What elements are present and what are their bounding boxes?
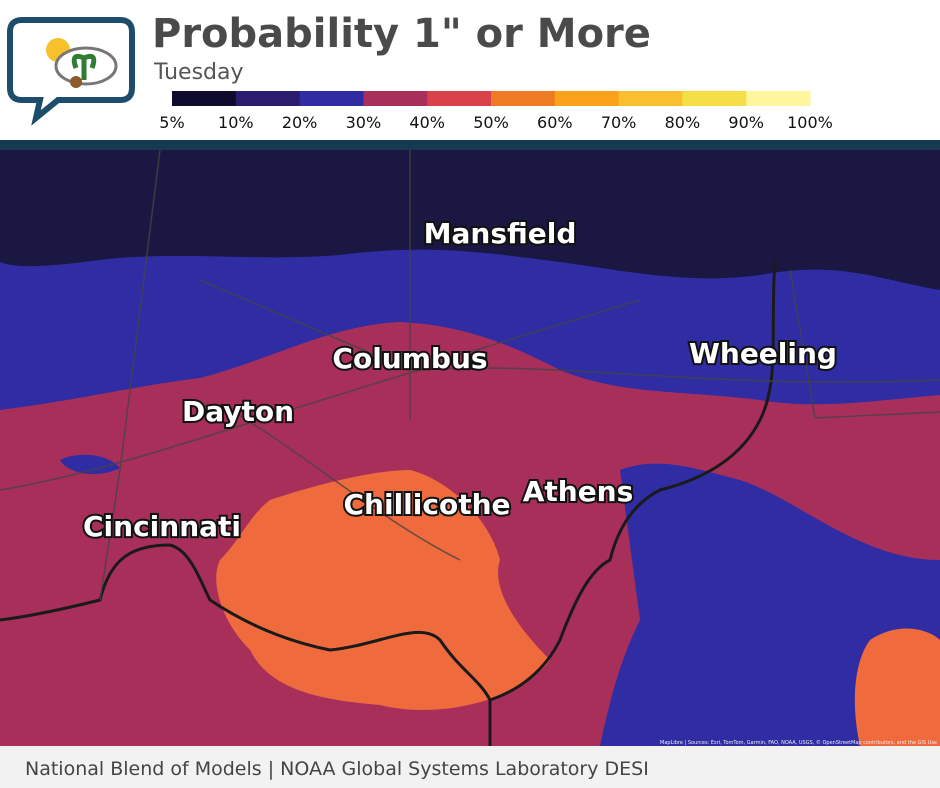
city-label: Chillicothe: [343, 488, 510, 521]
legend-label: 80%: [665, 113, 701, 132]
footer: National Blend of Models | NOAA Global S…: [25, 758, 649, 780]
legend: 5% 10% 20% 30% 40% 50% 60% 70% 80% 90% 100%: [159, 91, 833, 132]
legend-swatch: [235, 91, 301, 106]
footer-bg: [0, 746, 940, 788]
city-label: Athens: [523, 475, 634, 508]
attribution: MapLibre | Sources: Esri, TomTom, Garmin…: [660, 739, 937, 746]
legend-label: 50%: [473, 113, 509, 132]
legend-swatch: [427, 91, 492, 106]
legend-label: 5%: [159, 113, 184, 132]
legend-swatch: [299, 91, 364, 106]
title: Probability 1" or More: [152, 11, 651, 57]
legend-label: 90%: [728, 113, 764, 132]
legend-label: 60%: [537, 113, 573, 132]
legend-swatch: [491, 91, 556, 106]
legend-label: 70%: [601, 113, 637, 132]
subtitle: Tuesday: [153, 60, 244, 85]
legend-swatch: [746, 91, 811, 106]
legend-swatch: [618, 91, 683, 106]
city-label: Mansfield: [424, 217, 577, 250]
legend-label: 30%: [346, 113, 382, 132]
city-label: Wheeling: [689, 337, 837, 370]
header-bg: [0, 0, 940, 140]
legend-label: 40%: [409, 113, 445, 132]
legend-label: 100%: [787, 113, 833, 132]
legend-swatch: [363, 91, 428, 106]
legend-label: 20%: [282, 113, 318, 132]
city-label: Cincinnati: [83, 510, 241, 543]
city-label: Dayton: [182, 395, 294, 428]
header-rule: [0, 140, 940, 150]
logo: [7, 17, 135, 126]
legend-label: 10%: [218, 113, 254, 132]
legend-swatch: [682, 91, 747, 106]
city-label: Columbus: [332, 342, 487, 375]
legend-swatch: [172, 91, 237, 106]
legend-swatch: [554, 91, 620, 106]
map: Mansfield Columbus Wheeling Dayton Chill…: [0, 149, 940, 746]
